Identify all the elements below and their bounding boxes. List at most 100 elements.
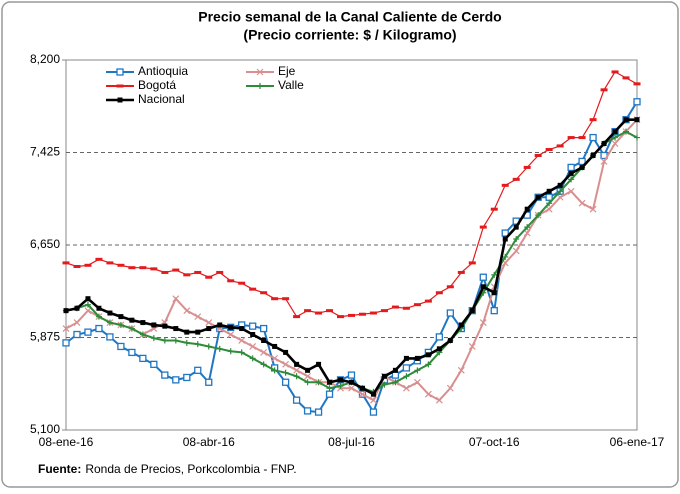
legend-marker [116, 84, 124, 88]
point [491, 290, 497, 296]
point [63, 308, 69, 314]
point [369, 311, 377, 315]
point [468, 343, 476, 350]
point [151, 322, 157, 328]
point [633, 98, 641, 106]
point [293, 373, 300, 380]
point [228, 324, 234, 330]
point [162, 323, 168, 329]
point [315, 379, 322, 386]
point [303, 407, 312, 415]
point [424, 390, 432, 398]
point [84, 307, 92, 315]
y-tick-label: 8,200 [30, 52, 60, 66]
point [469, 308, 475, 314]
point [260, 348, 268, 356]
legend-marker [116, 68, 124, 76]
point [172, 376, 180, 384]
point [161, 337, 168, 344]
point [457, 270, 465, 274]
point [380, 309, 388, 313]
point [600, 88, 608, 92]
point [611, 140, 619, 147]
point [304, 379, 311, 386]
point [140, 320, 146, 326]
point [403, 373, 410, 380]
point [556, 144, 564, 148]
source-text: Ronda de Precios, Porkcolombia - FNP. [85, 462, 296, 476]
point [292, 396, 301, 404]
point [337, 315, 345, 319]
point [84, 328, 92, 336]
point [249, 355, 256, 362]
point [128, 348, 136, 357]
point [413, 378, 421, 386]
point [139, 266, 147, 270]
point [568, 176, 575, 183]
point [150, 335, 157, 342]
point [117, 342, 125, 351]
point [524, 206, 530, 212]
point [392, 367, 398, 373]
point [348, 313, 355, 317]
point [568, 170, 574, 176]
point [402, 306, 410, 310]
point [634, 134, 640, 141]
point [347, 371, 356, 379]
point [194, 270, 202, 274]
point [612, 129, 618, 135]
point [502, 253, 509, 260]
point [326, 309, 334, 313]
point [217, 322, 223, 328]
legend-label: Valle [278, 78, 304, 92]
x-tick-label: 08-abr-16 [183, 435, 235, 449]
point [250, 332, 256, 338]
point [96, 305, 102, 311]
chart-title: Precio semanal de la Canal Caliente de C… [198, 9, 501, 25]
legend-label: Antioquia [138, 64, 188, 78]
point [283, 349, 289, 355]
point [601, 141, 607, 147]
point [62, 261, 70, 265]
legend-label: Nacional [138, 92, 185, 106]
point [435, 333, 443, 341]
point [479, 273, 487, 281]
point [260, 324, 268, 333]
point [227, 331, 235, 338]
point [589, 205, 597, 213]
point [84, 301, 91, 308]
point [326, 385, 333, 392]
point [117, 263, 125, 267]
point [349, 379, 354, 385]
point [85, 296, 91, 302]
point [161, 270, 169, 274]
point [348, 384, 355, 392]
point [239, 326, 245, 332]
point [73, 319, 81, 327]
point [316, 361, 322, 367]
point [414, 355, 420, 361]
point [622, 76, 630, 80]
source: Fuente: Ronda de Precios, Porkcolombia - … [38, 462, 297, 476]
point [150, 360, 158, 369]
point [74, 305, 80, 311]
point [523, 165, 531, 169]
point [392, 379, 399, 386]
point [545, 205, 553, 213]
point [567, 136, 575, 140]
point [314, 408, 323, 416]
point [480, 284, 486, 290]
point [590, 152, 596, 158]
point [381, 381, 388, 388]
point [129, 317, 135, 323]
point [227, 279, 235, 283]
point [414, 367, 421, 374]
point [403, 355, 409, 361]
point [282, 297, 290, 301]
point [600, 158, 608, 165]
point [338, 377, 344, 383]
point [62, 339, 70, 347]
point [425, 352, 431, 358]
point [206, 326, 212, 332]
